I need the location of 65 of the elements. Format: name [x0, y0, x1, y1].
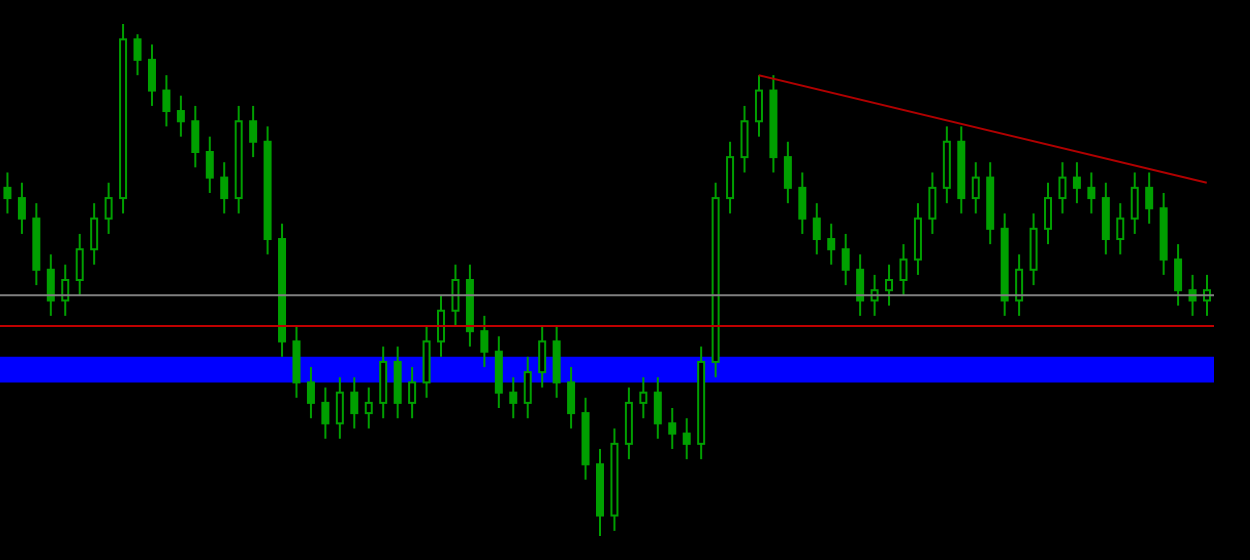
candlestick: [249, 104, 258, 159]
candlestick: [1044, 181, 1053, 246]
candlestick: [538, 325, 547, 389]
candlestick: [350, 376, 359, 430]
candlestick: [1116, 202, 1125, 256]
candlestick: [754, 74, 763, 138]
candlestick: [827, 222, 836, 266]
candlestick: [437, 294, 446, 358]
candlestick: [191, 104, 200, 169]
candlestick: [306, 366, 315, 420]
candlestick: [292, 325, 301, 399]
candlestick: [1145, 171, 1154, 225]
candlestick: [379, 345, 388, 420]
candlestick: [422, 325, 431, 399]
candlestick: [451, 263, 460, 328]
candlestick: [205, 135, 214, 194]
candlestick: [1130, 171, 1139, 235]
candlestick: [668, 407, 677, 450]
candlestick: [1029, 212, 1038, 287]
candlestick: [928, 171, 937, 235]
candlestick: [509, 376, 518, 420]
candlestick: [885, 263, 894, 307]
candlestick: [104, 181, 113, 235]
candlestick: [1015, 253, 1024, 317]
candlestick: [147, 43, 156, 107]
candlestick: [1174, 243, 1183, 307]
candlestick: [653, 376, 662, 440]
candlestick: [624, 386, 633, 461]
candlestick: [393, 345, 402, 420]
candlestick: [61, 263, 70, 317]
candlestick: [523, 355, 532, 420]
candlestick: [1087, 171, 1096, 215]
candlestick: [841, 232, 850, 287]
candlestick: [682, 417, 691, 461]
candlestick: [1072, 161, 1081, 205]
candlestick: [335, 376, 344, 440]
candlestick: [726, 140, 735, 215]
candlestick: [798, 171, 807, 235]
candlestick: [220, 161, 229, 215]
candlestick: [913, 202, 922, 276]
candlestick: [46, 253, 55, 317]
candlestick: [321, 386, 330, 440]
candlestick: [176, 94, 185, 138]
candlestick: [783, 140, 792, 205]
candlestick: [856, 253, 865, 317]
candlestick: [1101, 181, 1110, 256]
candlestick: [567, 366, 576, 430]
candlestick: [364, 386, 373, 430]
candlestick: [971, 161, 980, 215]
candlestick: [494, 335, 503, 409]
candlestick: [1058, 161, 1067, 215]
candlestick: [740, 104, 749, 174]
candlestick: [552, 325, 561, 399]
candlestick: [75, 232, 84, 297]
candlestick: [408, 366, 417, 420]
candlestick: [3, 171, 12, 215]
candlestick: [90, 202, 99, 266]
candlestick: [899, 243, 908, 297]
candlestick: [162, 74, 171, 128]
candlestick: [942, 125, 951, 205]
candlestick: [17, 181, 26, 235]
candlestick: [133, 33, 142, 77]
candlestick: [812, 202, 821, 256]
candlestick: [639, 376, 648, 420]
candlestick: [480, 314, 489, 369]
